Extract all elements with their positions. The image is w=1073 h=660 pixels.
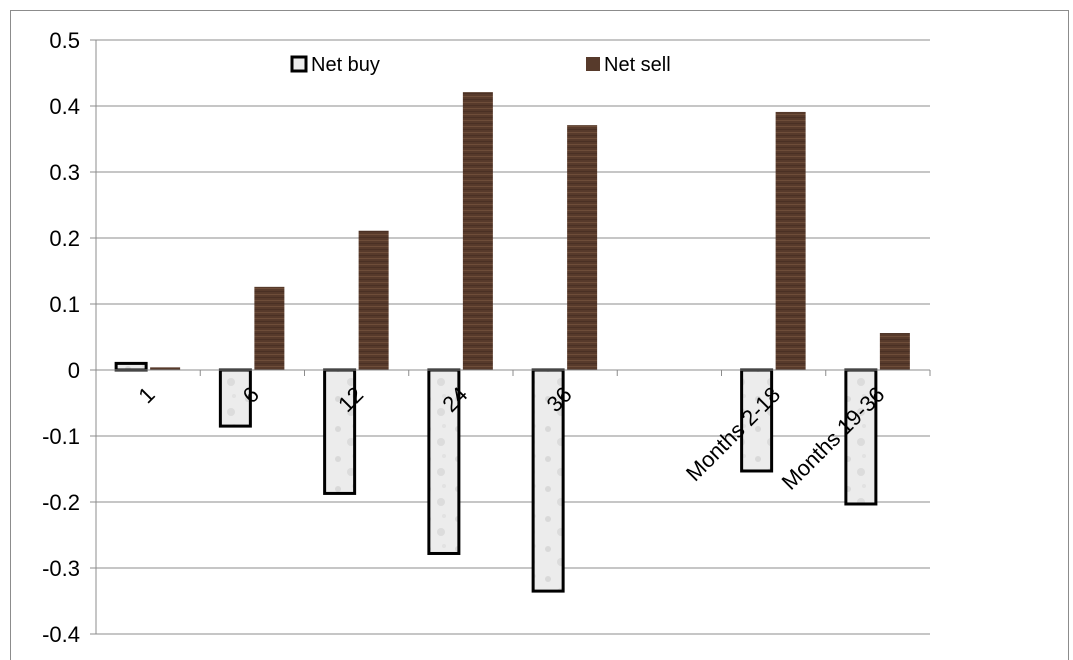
gridlines (96, 39, 930, 635)
axes (95, 40, 931, 634)
y-tick-label: 0 (68, 358, 80, 383)
legend: Net buy Net sell (290, 54, 671, 76)
bar-net-buy (114, 361, 148, 372)
bar-net-buy (323, 368, 357, 495)
legend-label-net-sell: Net sell (604, 54, 671, 76)
y-tick-label: -0.3 (42, 556, 80, 581)
legend-item-net-buy: Net buy (290, 54, 380, 76)
category-label: 1 (133, 382, 159, 408)
bar-net-sell (879, 333, 910, 370)
bar-net-sell (358, 230, 389, 370)
bar-net-sell (254, 286, 285, 370)
legend-label-net-buy: Net buy (311, 54, 380, 76)
bar-net-sell (150, 367, 181, 370)
bar-net-sell (462, 92, 493, 370)
legend-swatch-net-buy (290, 55, 308, 73)
y-tick-label: 0.4 (49, 94, 80, 119)
y-tick-label: 0.2 (49, 226, 80, 251)
bar-net-buy (218, 368, 252, 428)
y-axis-ticks: 0.5 0.4 0.3 0.2 0.1 0 -0.1 -0.2 -0.3 -0.4 (42, 28, 96, 647)
y-tick-label: 0.1 (49, 292, 80, 317)
y-tick-label: 0.5 (49, 28, 80, 53)
legend-item-net-sell: Net sell (586, 54, 671, 76)
y-tick-label: -0.4 (42, 622, 80, 647)
y-tick-label: 0.3 (49, 160, 80, 185)
bar-net-sell (567, 125, 598, 370)
bars (114, 92, 910, 593)
legend-swatch-net-sell (586, 57, 600, 71)
y-tick-label: -0.1 (42, 424, 80, 449)
bar-net-sell (775, 111, 806, 370)
y-tick-label: -0.2 (42, 490, 80, 515)
